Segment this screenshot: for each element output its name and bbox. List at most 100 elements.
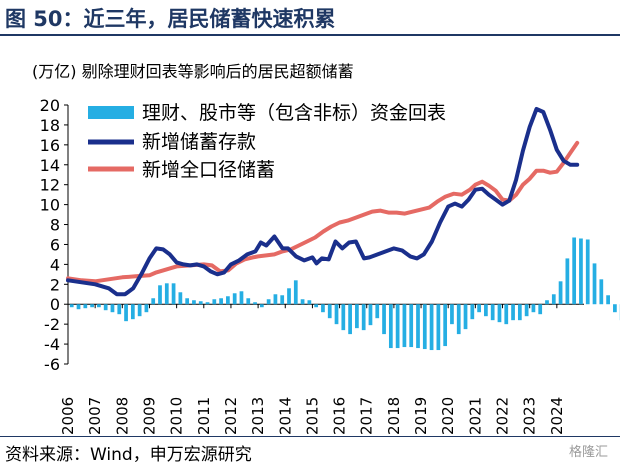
bar — [395, 304, 400, 349]
bar — [429, 304, 434, 351]
y-tick-label: 6 — [50, 235, 60, 254]
bar — [504, 304, 509, 325]
bar — [239, 291, 244, 305]
x-tick-label: 2018 — [385, 397, 403, 435]
bar — [130, 304, 135, 320]
y-tick-label: 4 — [50, 255, 60, 274]
bar — [375, 304, 380, 319]
x-tick-label: 2006 — [59, 397, 77, 435]
bar — [219, 298, 223, 305]
bar — [205, 302, 210, 305]
legend-label-deposits: 新增储蓄存款 — [142, 131, 256, 153]
bar — [178, 292, 183, 305]
line-deposits — [66, 107, 580, 297]
bar — [511, 304, 515, 321]
bar — [158, 285, 162, 305]
bar — [246, 298, 251, 305]
x-tick-label: 2024 — [548, 397, 566, 435]
bar — [327, 304, 332, 319]
bar — [545, 300, 549, 305]
bar — [368, 304, 373, 326]
y-tick-label: 12 — [40, 176, 60, 195]
bar — [382, 304, 386, 335]
bar — [538, 304, 543, 315]
bar — [97, 304, 101, 308]
x-tick-label: 2016 — [331, 397, 349, 435]
bar — [117, 304, 122, 315]
bar — [517, 304, 522, 321]
bar — [565, 258, 570, 305]
y-tick-label: 16 — [40, 136, 60, 155]
bar — [490, 304, 495, 321]
x-tick-label: 2014 — [276, 397, 294, 435]
x-tick-label: 2007 — [86, 397, 104, 435]
bar — [307, 300, 312, 305]
bar — [592, 263, 597, 305]
bar — [497, 304, 502, 323]
line-series — [66, 107, 580, 297]
bar — [361, 304, 366, 331]
bar — [558, 281, 563, 305]
bar — [551, 294, 556, 305]
y-tick-label: -2 — [44, 315, 60, 334]
x-tick-label: 2017 — [358, 397, 376, 435]
bar — [477, 304, 481, 313]
x-tick-label: 2009 — [140, 397, 158, 435]
bar — [463, 304, 468, 330]
bar — [103, 304, 108, 311]
legend-label-bars: 理财、股市等（包含非标）资金回表 — [142, 102, 446, 124]
bar — [76, 304, 81, 310]
x-tick-label: 2012 — [222, 397, 240, 435]
x-tick-label: 2011 — [195, 397, 213, 435]
bar — [524, 304, 529, 317]
bar — [321, 304, 325, 313]
bar — [110, 304, 115, 313]
bar — [226, 296, 230, 305]
bar — [436, 304, 441, 351]
x-tick-label: 2008 — [113, 397, 131, 435]
legend-swatch-bars — [88, 106, 134, 119]
bar — [266, 299, 271, 305]
bar — [613, 304, 617, 313]
bar — [470, 304, 475, 320]
bar — [192, 300, 196, 305]
bar — [334, 304, 339, 325]
bar — [585, 239, 590, 305]
bar — [151, 298, 156, 305]
title-rule — [0, 34, 620, 36]
bar — [388, 304, 393, 349]
bar — [355, 304, 359, 329]
bar — [456, 304, 461, 335]
y-tick-label: 8 — [50, 216, 60, 235]
bar — [579, 238, 583, 305]
x-tick-label: 2015 — [303, 397, 321, 435]
source-rule — [0, 436, 620, 437]
y-tick-label: 0 — [50, 295, 60, 314]
bar — [348, 304, 352, 335]
bar — [164, 283, 169, 305]
title-bar: 图 50：近三年，居民储蓄快速积累 — [0, 0, 620, 34]
bar — [293, 280, 298, 305]
bar — [484, 304, 488, 317]
bar — [90, 304, 94, 308]
y-tick-label: 14 — [40, 156, 60, 175]
bar — [341, 304, 346, 331]
bar — [185, 298, 190, 305]
y-tick-label: -4 — [44, 335, 60, 354]
bar — [198, 301, 203, 305]
bar — [69, 304, 74, 308]
x-tick-label: 2010 — [168, 397, 186, 435]
bar — [171, 283, 176, 305]
bar — [83, 304, 88, 309]
bar — [314, 304, 319, 308]
bar — [450, 304, 454, 325]
source-note: 资料来源：Wind，申万宏源研究 — [5, 445, 252, 465]
y-tick-label: 10 — [40, 196, 60, 215]
bar — [212, 299, 217, 305]
bar — [300, 299, 305, 305]
chart-subtitle: (万亿) 剔除理财回表等影响后的居民超额储蓄 — [32, 62, 354, 81]
bar — [422, 304, 427, 350]
bar — [253, 302, 257, 305]
bar — [443, 304, 448, 347]
